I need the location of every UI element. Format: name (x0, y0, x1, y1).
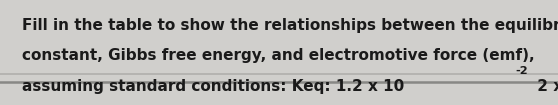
Text: Fill in the table to show the relationships between the equilibrium: Fill in the table to show the relationsh… (22, 18, 558, 33)
Text: -2: -2 (516, 66, 528, 76)
Text: 2 x 10: 2 x 10 (532, 79, 558, 94)
Text: constant, Gibbs free energy, and electromotive force (emf),: constant, Gibbs free energy, and electro… (22, 48, 535, 63)
Text: assuming standard conditions: Keq: 1.2 x 10: assuming standard conditions: Keq: 1.2 x… (22, 79, 405, 94)
